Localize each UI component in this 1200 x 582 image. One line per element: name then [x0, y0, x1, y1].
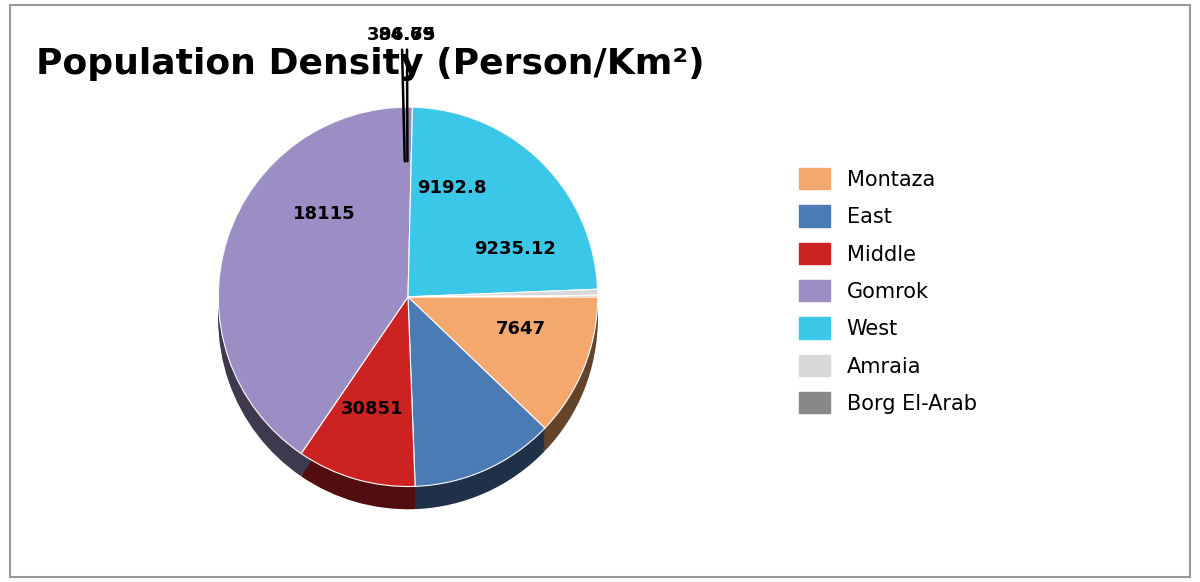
Wedge shape [408, 310, 545, 499]
Wedge shape [218, 111, 413, 457]
Wedge shape [301, 297, 415, 487]
Wedge shape [408, 289, 598, 297]
Wedge shape [408, 312, 598, 320]
Wedge shape [408, 308, 598, 310]
Text: 18115: 18115 [293, 205, 355, 223]
Wedge shape [408, 302, 598, 310]
Wedge shape [218, 127, 413, 473]
Wedge shape [301, 313, 415, 503]
Wedge shape [408, 320, 598, 451]
Wedge shape [408, 300, 545, 489]
Wedge shape [408, 123, 598, 313]
Wedge shape [408, 305, 598, 307]
Wedge shape [218, 107, 413, 453]
Wedge shape [408, 299, 598, 307]
Text: 9192.8: 9192.8 [418, 179, 487, 197]
Wedge shape [408, 297, 545, 487]
Wedge shape [218, 120, 413, 467]
Wedge shape [301, 320, 415, 509]
Wedge shape [408, 297, 545, 487]
Text: 30851: 30851 [341, 400, 403, 418]
Wedge shape [408, 311, 598, 313]
Wedge shape [408, 320, 545, 509]
Wedge shape [408, 300, 598, 431]
Wedge shape [408, 299, 598, 300]
Wedge shape [408, 295, 598, 297]
Wedge shape [408, 313, 598, 445]
Wedge shape [408, 130, 598, 320]
Wedge shape [218, 130, 413, 476]
Wedge shape [408, 111, 598, 300]
Wedge shape [408, 318, 598, 320]
Wedge shape [408, 293, 598, 300]
Wedge shape [301, 300, 415, 490]
Text: Population Density (Person/Km²): Population Density (Person/Km²) [36, 47, 704, 80]
Wedge shape [301, 297, 415, 487]
Wedge shape [408, 307, 598, 438]
Wedge shape [408, 317, 545, 506]
Wedge shape [408, 297, 598, 428]
Wedge shape [408, 289, 598, 297]
Legend: Montaza, East, Middle, Gomrok, West, Amraia, Borg El-Arab: Montaza, East, Middle, Gomrok, West, Amr… [791, 160, 985, 422]
Wedge shape [408, 306, 598, 313]
Wedge shape [218, 113, 413, 460]
Text: 7647: 7647 [496, 320, 546, 338]
Text: 94.69: 94.69 [378, 26, 436, 161]
Text: 386.75: 386.75 [367, 26, 437, 161]
Wedge shape [408, 107, 598, 297]
Wedge shape [218, 107, 413, 453]
Wedge shape [408, 307, 545, 496]
Wedge shape [408, 310, 598, 441]
Wedge shape [408, 127, 598, 317]
Wedge shape [408, 317, 598, 448]
Wedge shape [301, 310, 415, 499]
Wedge shape [301, 303, 415, 493]
Wedge shape [408, 107, 598, 297]
Wedge shape [408, 303, 545, 493]
Text: 9235.12: 9235.12 [474, 240, 557, 258]
Wedge shape [408, 313, 545, 503]
Wedge shape [408, 297, 598, 428]
Wedge shape [408, 303, 598, 435]
Wedge shape [218, 123, 413, 470]
Wedge shape [408, 296, 598, 303]
Wedge shape [408, 113, 598, 303]
Wedge shape [218, 117, 413, 463]
Wedge shape [408, 120, 598, 310]
Wedge shape [301, 317, 415, 506]
Wedge shape [408, 315, 598, 317]
Wedge shape [301, 307, 415, 496]
Wedge shape [408, 295, 598, 297]
Wedge shape [408, 117, 598, 307]
Wedge shape [408, 302, 598, 303]
Wedge shape [408, 308, 598, 317]
